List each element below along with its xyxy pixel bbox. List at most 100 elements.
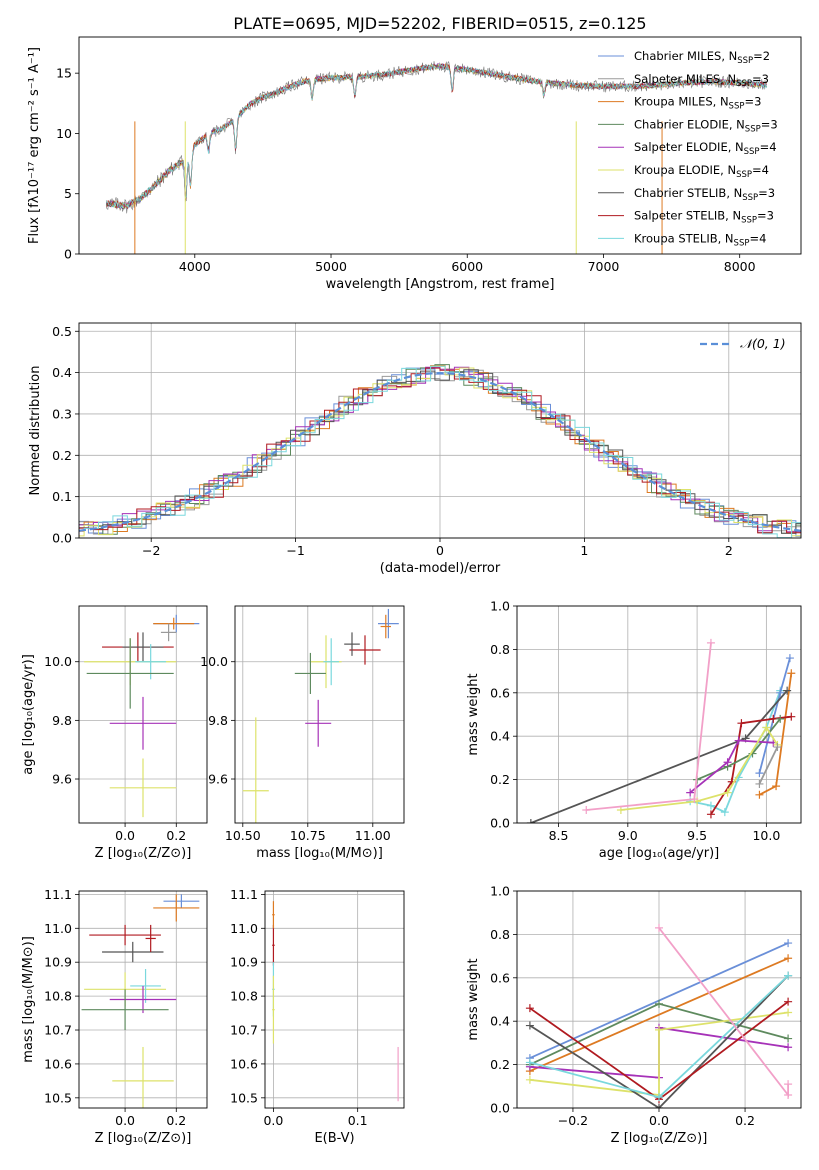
y-tick-label: 0.4 bbox=[52, 365, 72, 380]
weight-line bbox=[690, 690, 782, 814]
y-tick-label: 10.7 bbox=[44, 1023, 72, 1038]
y-axis-label: mass weight bbox=[466, 673, 481, 755]
y-tick-label: 0.0 bbox=[52, 531, 72, 546]
errorbar-point bbox=[378, 608, 399, 639]
x-tick-label: 0.2 bbox=[166, 828, 186, 843]
errorbar-point bbox=[349, 635, 381, 665]
weight-marker bbox=[785, 654, 794, 663]
x-tick-label: 0.0 bbox=[263, 1113, 283, 1128]
errorbar-point bbox=[153, 894, 200, 922]
weight-line bbox=[620, 725, 779, 811]
y-tick-label: 0 bbox=[64, 247, 72, 262]
y-tick-label: 0.6 bbox=[490, 970, 510, 985]
legend-label: Kroupa MILES, NSSP=3 bbox=[634, 95, 761, 112]
weight-marker bbox=[525, 1004, 534, 1013]
errorbar-point bbox=[109, 696, 177, 750]
normal-curve bbox=[79, 371, 801, 532]
weight-marker bbox=[783, 686, 792, 695]
y-axis-label: Flux [fλ10⁻¹⁷ erg cm⁻² s⁻¹ A⁻¹] bbox=[27, 47, 42, 244]
y-axis-label: mass weight bbox=[466, 958, 481, 1040]
axes-frame bbox=[78, 36, 802, 255]
y-tick-label: 0.3 bbox=[52, 406, 72, 421]
x-axis-label: age [log₁₀(age/yr)] bbox=[599, 846, 720, 861]
x-axis-label: E(B-V) bbox=[314, 1131, 354, 1146]
legend-label: 𝒩(0, 1) bbox=[740, 336, 786, 351]
y-tick-label: 0.6 bbox=[490, 685, 510, 700]
errorbar-point bbox=[272, 924, 275, 966]
histogram-step-line bbox=[79, 369, 801, 534]
y-tick-label: 11.0 bbox=[230, 921, 258, 936]
weight-marker bbox=[655, 1093, 663, 1102]
x-tick-label: 1 bbox=[580, 543, 588, 558]
y-tick-label: 0.4 bbox=[490, 729, 510, 744]
x-tick-label: 6000 bbox=[451, 259, 483, 274]
y-tick-label: 10.0 bbox=[200, 654, 228, 669]
axes-frame bbox=[516, 605, 802, 824]
y-tick-label: 10.8 bbox=[230, 989, 258, 1004]
metallicity-mass-panel: 0.0 0.2 10.5 10.6 10.7 10.8 10.9 11.0 11.1 Z [log… bbox=[21, 887, 208, 1146]
ebv-mass-panel: 0.0 0.1 10.5 10.6 10.7 10.8 10.9 11.0 11.1 E(B-V) bbox=[230, 887, 405, 1146]
y-tick-label: 0.5 bbox=[52, 324, 72, 339]
weight-line bbox=[696, 718, 781, 781]
x-axis-label: Z [log₁₀(Z/Z⊙)] bbox=[95, 846, 192, 861]
errorbar-point bbox=[272, 975, 275, 1044]
x-tick-label: 8.5 bbox=[549, 828, 569, 843]
weight-marker bbox=[720, 808, 729, 817]
weight-marker bbox=[525, 1075, 534, 1084]
weight-marker bbox=[655, 1025, 663, 1034]
errorbar-point bbox=[160, 623, 177, 642]
errorbar-point bbox=[89, 924, 161, 946]
y-axis-label: Normed distribution bbox=[28, 366, 43, 496]
errorbar-point bbox=[86, 638, 174, 709]
errorbar-point bbox=[163, 894, 200, 908]
weight-marker bbox=[773, 743, 782, 752]
x-tick-label: 10.50 bbox=[225, 828, 261, 843]
x-tick-label: −1 bbox=[286, 543, 304, 558]
x-tick-label: 7000 bbox=[588, 259, 620, 274]
x-tick-label: 9.0 bbox=[618, 828, 638, 843]
weight-marker bbox=[784, 954, 793, 963]
residual-histogram-panel: −2 −1 0 1 2 0.0 0.1 0.2 0.3 0.4 0.5 (data-model)/er… bbox=[28, 322, 802, 576]
y-tick-label: 1.0 bbox=[490, 599, 510, 614]
weight-marker bbox=[784, 1043, 793, 1052]
errorbar-point bbox=[122, 632, 164, 662]
x-tick-label: 0.0 bbox=[649, 1113, 669, 1128]
errorbar-point bbox=[272, 901, 275, 929]
x-axis-label: wavelength [Angstrom, rest frame] bbox=[326, 277, 555, 292]
x-tick-label: 0.2 bbox=[166, 1113, 186, 1128]
weight-marker bbox=[755, 779, 764, 788]
y-tick-label: 0.0 bbox=[490, 1101, 510, 1116]
histogram-step-line bbox=[79, 365, 801, 537]
y-tick-label: 0.0 bbox=[490, 816, 510, 831]
y-tick-label: 11.0 bbox=[44, 921, 72, 936]
weight-marker bbox=[525, 1058, 534, 1067]
y-tick-label: 0.4 bbox=[490, 1014, 510, 1029]
weight-marker bbox=[776, 688, 785, 697]
legend-label: Salpeter ELODIE, NSSP=4 bbox=[634, 140, 777, 157]
errorbar-point bbox=[109, 985, 177, 1014]
weight-marker bbox=[755, 769, 764, 778]
errorbar-points bbox=[242, 608, 399, 823]
weight-marker bbox=[723, 788, 732, 797]
weight-marker bbox=[784, 971, 793, 980]
weight-marker bbox=[784, 939, 793, 948]
metallicity-weight-panel: −0.2 0.0 0.2 0.0 0.2 0.4 0.6 0.8 1.0 Z [log₁₀(Z/Z… bbox=[466, 884, 802, 1146]
errorbar-point bbox=[102, 941, 164, 963]
histogram-step-line bbox=[79, 369, 801, 535]
y-tick-label: 10.9 bbox=[44, 955, 72, 970]
spectrum-traces bbox=[105, 61, 767, 254]
errorbar-points bbox=[81, 894, 200, 1108]
weight-marker bbox=[655, 1104, 663, 1108]
weight-marker bbox=[787, 669, 796, 678]
y-tick-label: 10.7 bbox=[230, 1023, 258, 1038]
weight-marker bbox=[784, 997, 793, 1006]
y-tick-label: 15 bbox=[56, 66, 72, 81]
axes-frame bbox=[234, 605, 405, 824]
model-spectrum-line bbox=[105, 62, 767, 210]
weight-marker bbox=[772, 782, 781, 791]
x-tick-label: 2 bbox=[725, 543, 733, 558]
weight-marker bbox=[776, 714, 785, 723]
weight-lines bbox=[526, 638, 796, 823]
weight-marker bbox=[706, 638, 715, 647]
